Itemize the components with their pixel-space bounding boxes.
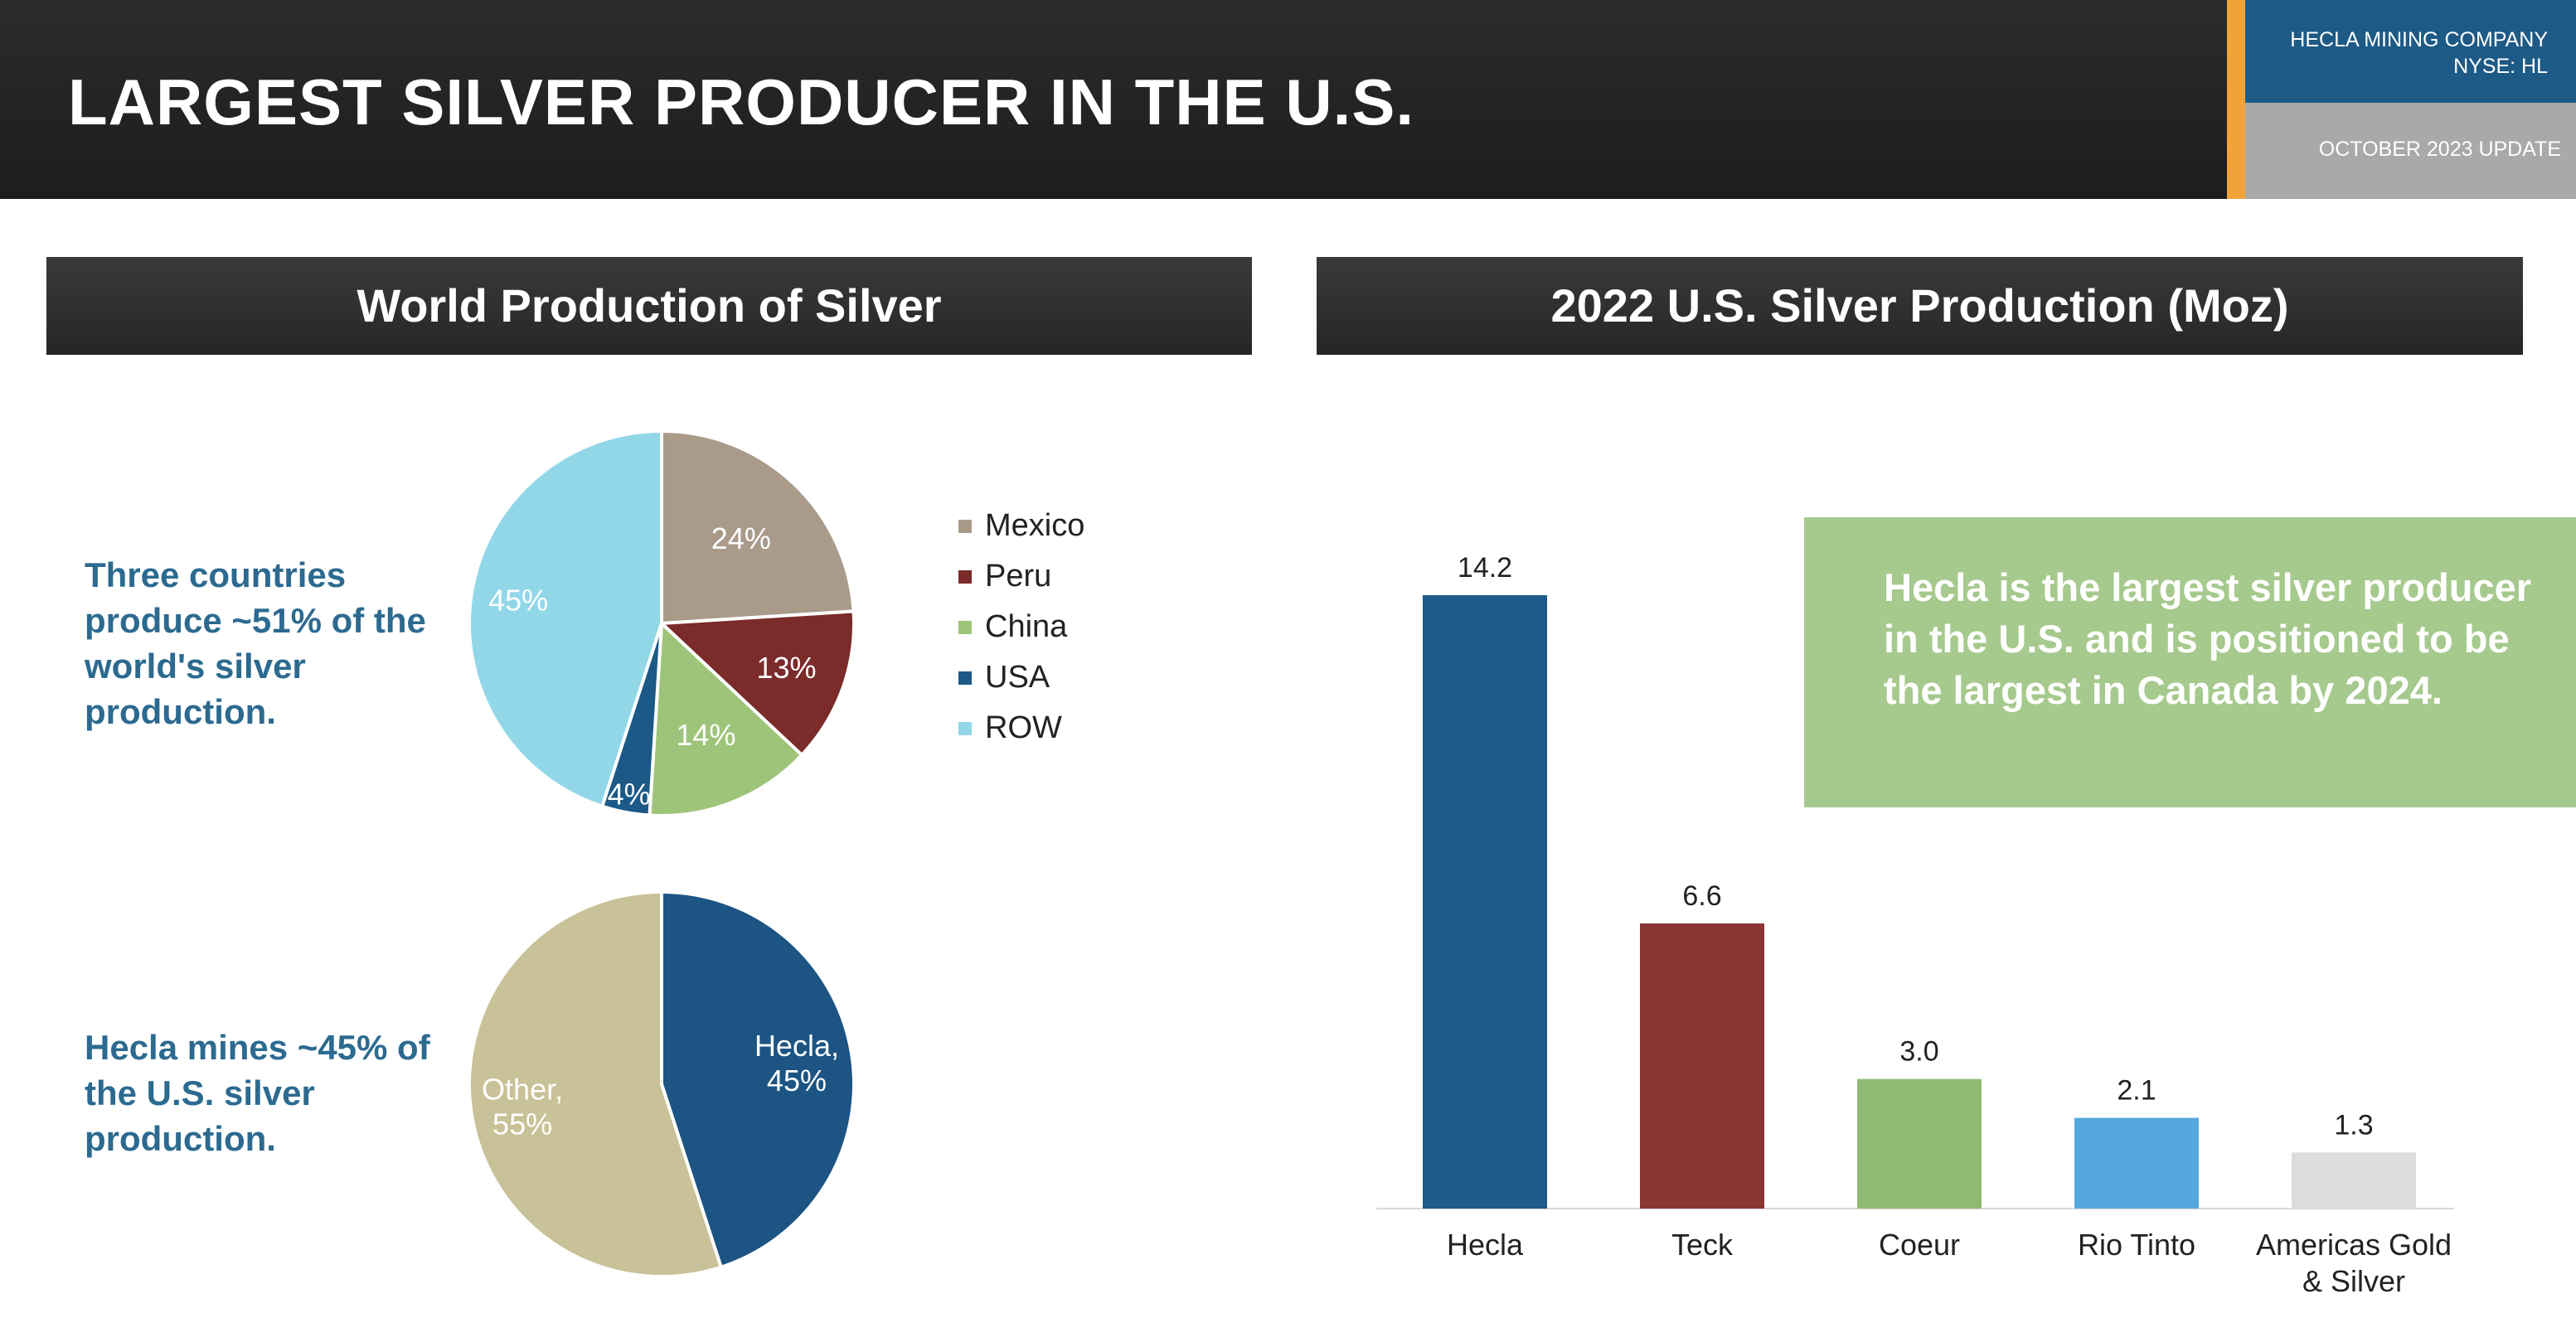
world-silver-pie-chart: 24% 13% 14% 4% 45% [468, 429, 856, 817]
world-slice-peru [657, 609, 856, 758]
legend-item-peru: Peru [958, 551, 1084, 602]
legend-label: Mexico [985, 508, 1085, 543]
us-share-pie-chart: Hecla, 45% Other, 55% [468, 889, 856, 1278]
update-label: OCTOBER 2023 UPDATE [2318, 138, 2561, 161]
legend-swatch [958, 519, 972, 533]
share-label-hecla: Hecla, 45% [754, 1029, 839, 1098]
world-label-china: 14% [676, 718, 735, 752]
bar-category-teck: Teck [1671, 1228, 1734, 1262]
bar-rio-tinto [2074, 1117, 2199, 1209]
world-label-mexico: 24% [711, 521, 771, 555]
bar-hecla [1423, 595, 1547, 1209]
bar-value-hecla: 14.2 [1458, 552, 1512, 584]
world-label-row: 45% [488, 584, 548, 618]
legend-swatch [958, 721, 972, 735]
legend-item-row: ROW [958, 703, 1084, 753]
ticker: NYSE: HL [2453, 55, 2548, 78]
bar-value-coeur: 3.0 [1899, 1036, 1938, 1068]
world-slice-row [468, 429, 663, 809]
legend-swatch [958, 620, 972, 634]
bar-value-teck: 6.6 [1682, 880, 1721, 912]
us-production-banner: 2022 U.S. Silver Production (Moz) [1317, 257, 2523, 355]
hecla-callout: Hecla is the largest silver producer in … [1804, 517, 2576, 807]
bar-category-hecla: Hecla [1447, 1228, 1524, 1262]
world-caption: Three countries produce ~51% of the worl… [85, 555, 426, 731]
legend-label: ROW [985, 710, 1062, 745]
world-slice-china [648, 619, 804, 817]
bar-value-rio-tinto: 2.1 [2117, 1075, 2156, 1107]
world-label-peru: 13% [757, 651, 817, 685]
bar-category-americas-gold-silver: Americas Gold & Silver [2256, 1228, 2452, 1298]
accent-stripe [2227, 0, 2245, 199]
bar-category-coeur: Coeur [1879, 1228, 1960, 1262]
hecla-caption: Hecla mines ~45% of the U.S. silver prod… [85, 1028, 430, 1158]
legend-label: Peru [985, 559, 1052, 594]
share-slice-other [468, 889, 724, 1278]
bar-coeur [1857, 1078, 1982, 1209]
bar-category-rio-tinto: Rio Tinto [2078, 1228, 2195, 1262]
world-production-banner: World Production of Silver [46, 257, 1252, 355]
company-box: HECLA MINING COMPANY NYSE: HL [2245, 0, 2576, 103]
legend-swatch [958, 671, 972, 685]
world-label-usa: 4% [608, 777, 651, 811]
bar-teck [1640, 923, 1764, 1209]
legend-label: China [985, 609, 1068, 644]
legend-item-china: China [958, 602, 1084, 652]
legend-swatch [958, 569, 972, 584]
share-label-other: Other, 55% [482, 1073, 563, 1141]
bar-value-americas-gold-silver: 1.3 [2334, 1109, 2373, 1141]
us-silver-bar-chart: 14.2 Hecla 6.6 Teck 3.0 Coeur 2.1 Rio Tinto 1.3 A… [1376, 552, 2454, 1298]
legend-label: USA [985, 660, 1050, 695]
pie-legend: Mexico Peru China USA ROW [958, 501, 1084, 753]
update-box: OCTOBER 2023 UPDATE [2245, 103, 2576, 199]
page-title: LARGEST SILVER PRODUCER IN THE U.S. [68, 65, 1415, 138]
legend-item-mexico: Mexico [958, 501, 1084, 551]
share-slice-hecla [660, 889, 856, 1270]
legend-item-usa: USA [958, 652, 1084, 703]
company-name: HECLA MINING COMPANY [2290, 28, 2548, 51]
header-bar [0, 0, 2227, 199]
bar-americas-gold-silver [2292, 1152, 2416, 1209]
world-slice-mexico [660, 429, 856, 626]
